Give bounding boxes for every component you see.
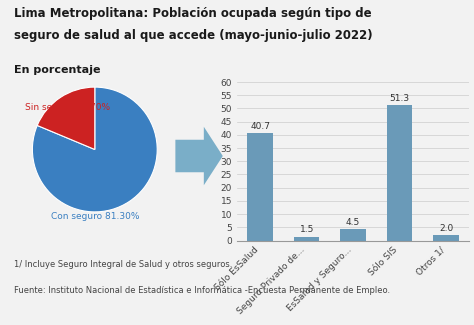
- Polygon shape: [175, 127, 223, 185]
- Wedge shape: [37, 87, 95, 150]
- Bar: [387, 105, 412, 240]
- Wedge shape: [32, 87, 157, 212]
- Bar: [247, 133, 273, 240]
- Text: Sin seguro 18.70%: Sin seguro 18.70%: [25, 103, 109, 112]
- Text: 2.0: 2.0: [439, 224, 453, 233]
- Bar: [340, 228, 366, 240]
- Text: Con seguro 81.30%: Con seguro 81.30%: [51, 212, 139, 221]
- Text: 51.3: 51.3: [390, 94, 410, 103]
- Text: Fuente: Instituto Nacional de Estadística e Informática -Encuesta Permanente de : Fuente: Instituto Nacional de Estadístic…: [14, 286, 391, 295]
- Text: Lima Metropolitana: Población ocupada según tipo de: Lima Metropolitana: Población ocupada se…: [14, 6, 372, 20]
- Text: En porcentaje: En porcentaje: [14, 65, 100, 75]
- Text: 40.7: 40.7: [250, 122, 270, 131]
- Text: 1/ Incluye Seguro Integral de Salud y otros seguros.: 1/ Incluye Seguro Integral de Salud y ot…: [14, 260, 233, 269]
- Text: 4.5: 4.5: [346, 217, 360, 227]
- Bar: [294, 237, 319, 240]
- Text: seguro de salud al que accede (mayo-junio-julio 2022): seguro de salud al que accede (mayo-juni…: [14, 29, 373, 42]
- Bar: [433, 235, 459, 240]
- Text: 1.5: 1.5: [300, 226, 314, 234]
